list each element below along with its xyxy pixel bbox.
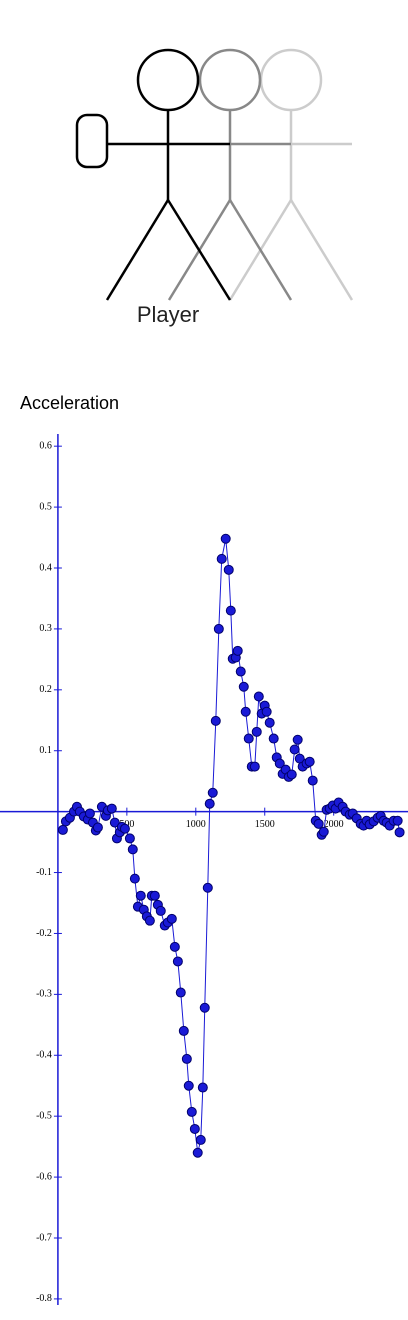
data-point — [129, 873, 140, 884]
data-point — [251, 726, 262, 737]
data-point — [202, 882, 213, 893]
chart-title: Acceleration — [20, 393, 119, 413]
data-point — [183, 1080, 194, 1091]
data-point — [210, 715, 221, 726]
data-point — [204, 798, 215, 809]
data-point — [274, 758, 285, 769]
data-point — [127, 844, 138, 855]
data-point — [195, 1134, 206, 1145]
data-point — [57, 824, 68, 835]
data-point — [243, 733, 254, 744]
data-point — [289, 744, 300, 755]
data-point — [207, 787, 218, 798]
data-point — [106, 803, 117, 814]
data-point — [144, 915, 155, 926]
data-point — [216, 553, 227, 564]
data-point — [313, 818, 324, 829]
y-tick-label: 0.2 — [39, 684, 52, 695]
data-point — [235, 666, 246, 677]
y-tick-label: -0.5 — [36, 1110, 52, 1121]
data-point — [232, 645, 243, 656]
data-point — [199, 1002, 210, 1013]
data-point — [223, 564, 234, 575]
data-point — [220, 533, 231, 544]
data-point — [213, 623, 224, 634]
y-tick-label: -0.1 — [36, 867, 52, 878]
data-point — [304, 756, 315, 767]
data-point — [135, 890, 146, 901]
x-tick-label: 1000 — [186, 819, 206, 830]
y-tick-label: -0.6 — [36, 1171, 52, 1182]
y-tick-label: 0.1 — [39, 745, 52, 756]
y-tick-label: 0.6 — [39, 440, 52, 451]
data-point — [84, 808, 95, 819]
data-point — [197, 1082, 208, 1093]
data-point — [169, 941, 180, 952]
series-line — [62, 538, 401, 1153]
data-point — [124, 833, 135, 844]
data-point — [192, 1147, 203, 1158]
data-point — [155, 905, 166, 916]
data-point — [175, 987, 186, 998]
data-point — [286, 769, 297, 780]
y-tick-label: -0.7 — [36, 1232, 52, 1243]
y-tick-label: -0.8 — [36, 1293, 52, 1304]
player-label: Player — [137, 302, 199, 327]
data-point — [394, 827, 405, 838]
data-point — [240, 706, 251, 717]
y-tick-label: 0.3 — [39, 623, 52, 634]
data-point — [238, 681, 249, 692]
data-point — [253, 691, 264, 702]
data-point — [392, 815, 403, 826]
data-point — [178, 1025, 189, 1036]
data-point — [189, 1123, 200, 1134]
y-tick-label: 0.4 — [39, 562, 52, 573]
data-point — [149, 890, 160, 901]
data-point — [249, 761, 260, 772]
data-point — [166, 913, 177, 924]
y-tick-label: 0.5 — [39, 501, 52, 512]
data-point — [92, 822, 103, 833]
player-illustration — [75, 48, 354, 301]
y-tick-label: -0.2 — [36, 928, 52, 939]
data-point — [119, 823, 130, 834]
data-point — [181, 1053, 192, 1064]
data-point — [225, 605, 236, 616]
data-point — [292, 734, 303, 745]
x-tick-label: 2000 — [324, 819, 344, 830]
y-tick-label: -0.3 — [36, 989, 52, 1000]
data-point — [186, 1106, 197, 1117]
y-tick-label: -0.4 — [36, 1050, 52, 1061]
data-point — [318, 826, 329, 837]
data-point — [307, 775, 318, 786]
data-point — [268, 733, 279, 744]
x-tick-label: 1500 — [255, 819, 275, 830]
data-point — [172, 956, 183, 967]
data-point — [264, 717, 275, 728]
data-point — [261, 706, 272, 717]
